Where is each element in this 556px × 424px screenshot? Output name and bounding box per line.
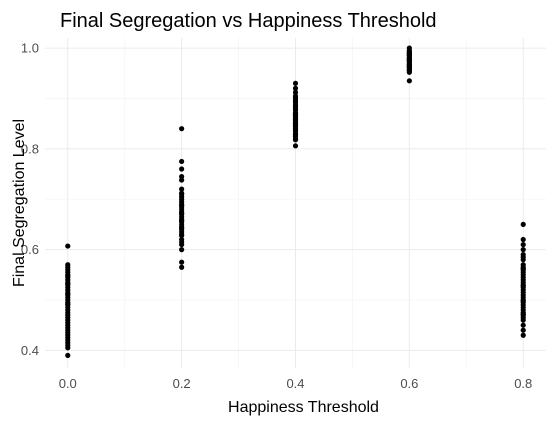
data-point — [179, 126, 185, 132]
data-point — [179, 232, 185, 239]
data-point — [179, 166, 185, 172]
x-axis-title: Happiness Threshold — [228, 399, 379, 416]
chart-title: Final Segregation vs Happiness Threshold — [60, 10, 437, 32]
data-point — [406, 57, 412, 63]
data-point — [292, 110, 299, 117]
data-point — [65, 273, 71, 279]
data-point — [520, 322, 526, 328]
data-point — [520, 247, 526, 253]
data-point — [292, 132, 299, 138]
data-point — [406, 78, 412, 84]
data-point — [179, 264, 185, 270]
data-point — [179, 247, 185, 253]
y-tick-label: 0.8 — [21, 141, 39, 156]
x-tick-label: 0.6 — [400, 376, 418, 391]
data-point — [179, 225, 185, 231]
data-point — [520, 221, 526, 228]
data-point — [520, 236, 526, 243]
data-point — [292, 80, 299, 86]
x-tick-label: 0.0 — [59, 376, 77, 391]
data-point — [292, 121, 299, 127]
data-point — [520, 327, 526, 333]
data-point — [520, 317, 526, 323]
y-tick-label: 0.6 — [21, 242, 39, 257]
data-point — [179, 259, 185, 265]
data-point — [520, 298, 526, 304]
data-points — [65, 45, 526, 359]
x-tick-label: 0.8 — [514, 376, 532, 391]
y-tick-label: 1.0 — [21, 41, 39, 56]
data-point — [520, 332, 526, 338]
data-point — [65, 301, 71, 307]
data-point — [179, 190, 185, 196]
data-point — [179, 202, 185, 208]
data-point — [292, 94, 299, 101]
data-point — [406, 67, 412, 73]
data-point — [65, 243, 71, 249]
x-tick-label: 0.2 — [173, 376, 191, 391]
data-point — [292, 127, 299, 133]
data-point — [65, 345, 71, 351]
data-point — [406, 63, 412, 69]
data-point — [65, 291, 71, 297]
data-point — [520, 311, 526, 317]
data-point — [406, 51, 412, 57]
y-tick-label: 0.4 — [21, 343, 39, 358]
y-axis-title: Final Segregation Level — [11, 119, 28, 287]
grid — [45, 38, 546, 368]
data-point — [292, 103, 299, 109]
data-point — [292, 143, 299, 149]
data-point — [179, 217, 185, 223]
data-point — [292, 85, 299, 91]
data-point — [179, 210, 185, 216]
data-point — [520, 254, 526, 260]
data-point — [179, 186, 185, 192]
data-point — [65, 281, 71, 287]
data-point — [179, 177, 185, 183]
data-point — [292, 117, 299, 123]
data-point — [179, 239, 185, 245]
x-axis-ticks: 0.0 0.2 0.4 0.6 0.8 — [59, 376, 533, 391]
x-tick-label: 0.4 — [286, 376, 304, 391]
data-point — [292, 137, 299, 143]
data-point — [520, 266, 526, 272]
y-axis-ticks: 0.4 0.6 0.8 1.0 — [21, 41, 39, 358]
data-point — [65, 352, 71, 359]
data-point — [179, 158, 185, 165]
data-point — [520, 283, 526, 289]
data-point — [520, 241, 526, 248]
